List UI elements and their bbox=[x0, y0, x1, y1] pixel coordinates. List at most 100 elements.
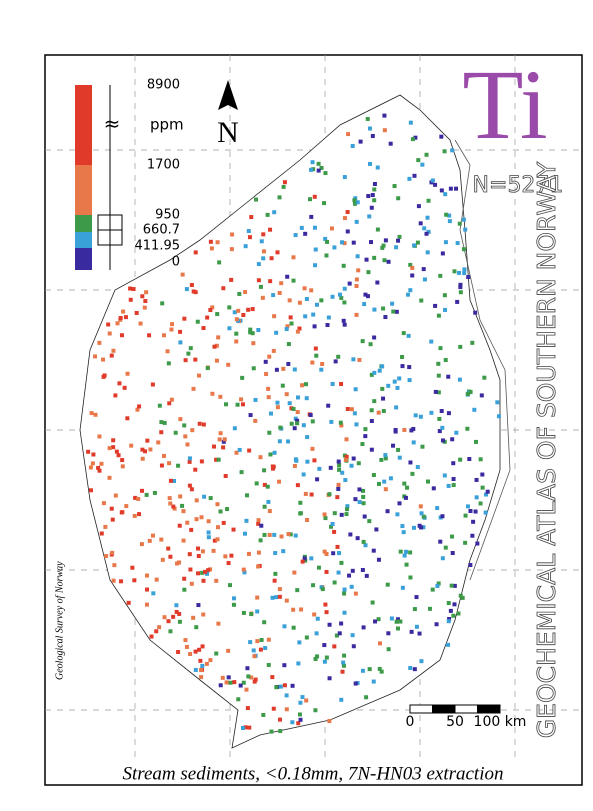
sample bbox=[254, 481, 259, 486]
sample bbox=[199, 675, 204, 680]
legend-swatch bbox=[75, 85, 92, 165]
sample bbox=[337, 551, 342, 556]
sample bbox=[269, 729, 274, 734]
sample bbox=[161, 453, 166, 458]
sample bbox=[234, 339, 239, 344]
sample bbox=[204, 661, 209, 666]
sample bbox=[197, 421, 202, 426]
sample bbox=[354, 219, 359, 224]
sample bbox=[232, 596, 237, 601]
sample bbox=[408, 550, 413, 555]
element: Ti bbox=[462, 49, 547, 160]
sample bbox=[452, 583, 457, 588]
sample bbox=[254, 197, 259, 202]
sample bbox=[300, 383, 305, 388]
legend-label: 8900 bbox=[147, 78, 180, 93]
sample bbox=[268, 279, 273, 284]
sample bbox=[471, 519, 476, 524]
sample bbox=[183, 638, 188, 643]
legend-swatch bbox=[75, 248, 92, 270]
sample bbox=[451, 613, 456, 618]
sample bbox=[446, 374, 451, 379]
sample bbox=[291, 625, 296, 630]
sample bbox=[210, 391, 215, 396]
sample bbox=[369, 372, 374, 377]
sample bbox=[180, 503, 185, 508]
sample bbox=[246, 307, 251, 312]
sample bbox=[259, 638, 264, 643]
sample bbox=[140, 456, 145, 461]
sample bbox=[193, 290, 198, 295]
sample bbox=[147, 333, 152, 338]
sample bbox=[111, 348, 116, 353]
sample bbox=[285, 324, 290, 329]
sample bbox=[331, 551, 336, 556]
sample bbox=[255, 639, 260, 644]
sample bbox=[284, 707, 289, 712]
sample bbox=[223, 402, 228, 407]
sample bbox=[413, 135, 418, 140]
sample bbox=[356, 268, 361, 273]
sample bbox=[214, 343, 219, 348]
sample bbox=[225, 507, 230, 512]
sample bbox=[210, 305, 215, 310]
sample bbox=[397, 501, 402, 506]
sample bbox=[396, 196, 401, 201]
caption: Stream sediments, <0.18mm, 7N-HN03 extra… bbox=[123, 763, 504, 784]
sample bbox=[188, 567, 193, 572]
sample bbox=[329, 419, 334, 424]
sample bbox=[291, 278, 296, 283]
sample bbox=[184, 644, 189, 649]
sample bbox=[416, 204, 421, 209]
sample bbox=[216, 621, 221, 626]
sample bbox=[93, 412, 98, 417]
sample bbox=[277, 717, 282, 722]
sample bbox=[361, 494, 366, 499]
sample bbox=[339, 295, 344, 300]
sample bbox=[457, 221, 462, 226]
sample bbox=[193, 649, 198, 654]
sample bbox=[354, 422, 359, 427]
sample bbox=[383, 456, 388, 461]
sample bbox=[449, 583, 454, 588]
sample bbox=[266, 386, 271, 391]
sample bbox=[309, 288, 314, 293]
legend-label: 950 bbox=[155, 208, 180, 223]
sample bbox=[290, 720, 295, 725]
sample bbox=[250, 307, 255, 312]
sample bbox=[405, 292, 410, 297]
sample bbox=[102, 373, 107, 378]
sample bbox=[291, 607, 296, 612]
sample bbox=[187, 483, 192, 488]
sample bbox=[202, 494, 207, 499]
sample bbox=[412, 667, 417, 672]
sample bbox=[216, 335, 221, 340]
sample bbox=[367, 519, 372, 524]
sample bbox=[418, 414, 423, 419]
sample bbox=[495, 400, 500, 405]
sample bbox=[137, 404, 142, 409]
sample bbox=[198, 658, 203, 663]
sample bbox=[353, 591, 358, 596]
sample bbox=[259, 523, 264, 528]
sample bbox=[308, 413, 313, 418]
sample bbox=[342, 175, 347, 180]
sample bbox=[355, 254, 360, 259]
sample bbox=[88, 488, 93, 493]
sample bbox=[226, 648, 231, 653]
sample bbox=[267, 354, 272, 359]
sample bbox=[314, 353, 319, 358]
sample bbox=[284, 392, 289, 397]
sample bbox=[381, 243, 386, 248]
sample bbox=[215, 537, 220, 542]
sample bbox=[272, 532, 277, 537]
sample bbox=[482, 375, 487, 380]
sample bbox=[256, 262, 261, 267]
sample bbox=[403, 495, 408, 500]
sample bbox=[326, 403, 331, 408]
sample bbox=[284, 327, 289, 332]
sample bbox=[320, 362, 325, 367]
sample bbox=[455, 241, 460, 246]
sample bbox=[462, 267, 467, 272]
sample bbox=[182, 576, 187, 581]
